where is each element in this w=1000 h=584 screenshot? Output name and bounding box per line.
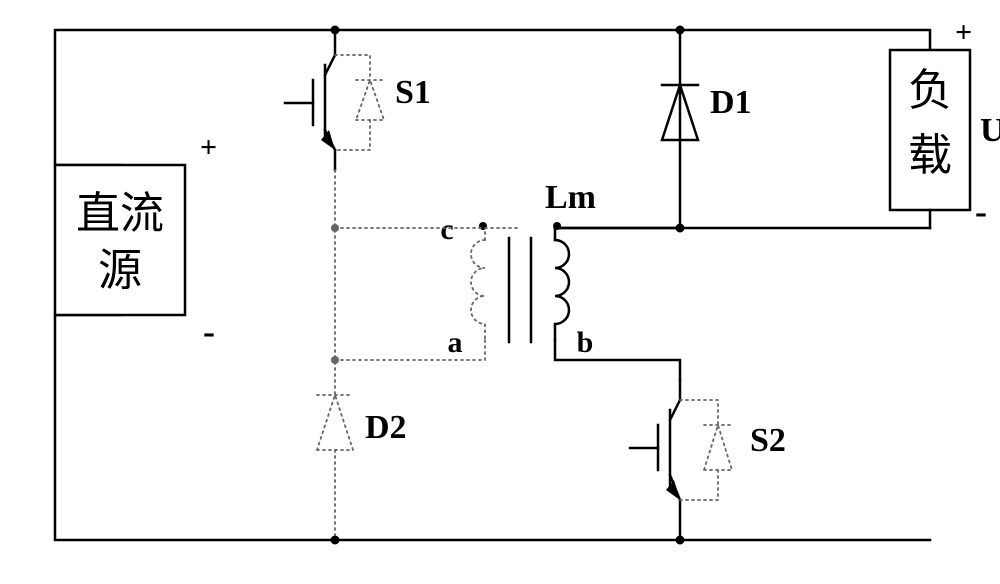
s1-label: S1: [395, 74, 431, 111]
s2-arrow: [666, 480, 680, 500]
b-label: b: [577, 326, 594, 359]
d2-label: D2: [365, 409, 407, 446]
load-label-2: 载: [908, 131, 952, 180]
d1-label: D1: [710, 84, 752, 121]
circuit-diagram: 负载 + - Uo 直流源 + - S1 D1 c a b Lm D2 S2: [0, 0, 1000, 584]
lm-label: Lm: [545, 179, 596, 216]
a-to-left-branch: [335, 340, 485, 360]
source-label-2: 源: [98, 246, 142, 295]
bottom-rail: [55, 315, 930, 540]
source-label-1: 直流: [76, 189, 164, 238]
s1-arrow: [321, 130, 335, 150]
load-plus: +: [955, 16, 972, 49]
source-plus: +: [200, 131, 217, 164]
load-label-1: 负: [908, 66, 952, 115]
coil-right: [555, 240, 569, 340]
c-label: c: [440, 213, 453, 246]
load-minus: -: [975, 191, 987, 231]
uo-label: Uo: [980, 112, 1000, 149]
b-to-s2: [555, 340, 680, 380]
coil-left: [471, 240, 485, 340]
s2-label: S2: [750, 422, 786, 459]
top-rail: [55, 30, 930, 165]
a-label: a: [448, 326, 463, 359]
source-minus: -: [203, 311, 215, 351]
